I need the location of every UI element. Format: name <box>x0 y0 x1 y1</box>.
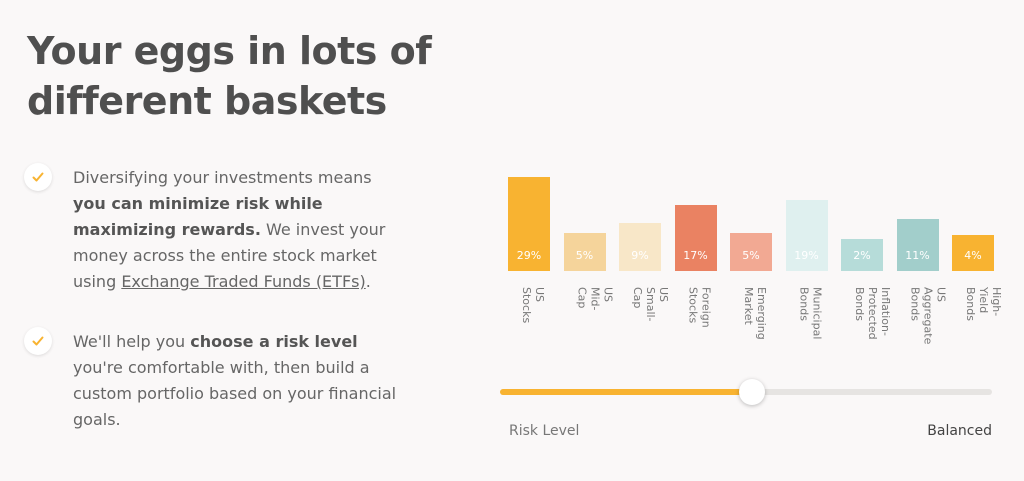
category-label: Foreign Stocks <box>686 287 713 328</box>
check-icon <box>24 163 52 191</box>
category-label: High-Yield Bonds <box>964 287 1003 321</box>
bar <box>563 232 606 271</box>
category-label: US Mid-Cap <box>575 287 615 311</box>
value-label: 29% <box>516 249 542 262</box>
category-label: US Small-Cap <box>631 287 670 322</box>
slider-fill <box>500 389 752 395</box>
text: you're comfortable with, then build a cu… <box>73 358 397 429</box>
value-label: 17% <box>683 249 708 262</box>
text: Diversifying your investments means <box>73 168 372 187</box>
bullet-text: Diversifying your investments means you … <box>73 165 398 295</box>
value-label: 4% <box>964 249 982 262</box>
bar <box>508 177 550 271</box>
bar <box>896 218 939 271</box>
value-label: 5% <box>575 249 594 262</box>
link[interactable]: Exchange Traded Funds (ETFs) <box>121 272 366 291</box>
bar <box>785 200 828 271</box>
category-label: US Aggregate Bonds <box>908 287 948 345</box>
bar <box>674 204 717 271</box>
text: We'll help you <box>73 332 191 351</box>
category-label: US Stocks <box>520 287 546 324</box>
value-label: 2% <box>853 249 871 262</box>
text: We invest your money across the entire s… <box>73 220 386 291</box>
bold-text: choose a risk level <box>190 332 358 351</box>
bold-text: you can minimize risk while maximizing r… <box>73 194 323 239</box>
heading: Your eggs in lots of different baskets <box>27 29 432 123</box>
slider-knob[interactable] <box>739 379 765 405</box>
bar <box>952 234 994 271</box>
check-icon <box>24 327 52 355</box>
slider-value: Balanced <box>927 423 992 439</box>
category-label: Municipal Bonds <box>797 287 824 340</box>
value-label: 19% <box>794 249 819 262</box>
bar <box>841 239 883 271</box>
value-label: 11% <box>905 249 930 262</box>
bar <box>730 232 772 271</box>
value-label: 9% <box>631 249 649 262</box>
text: . <box>365 272 371 291</box>
bar <box>619 223 661 271</box>
category-label: Emerging Market <box>742 287 768 340</box>
value-label: 5% <box>742 249 760 262</box>
bullet-text: We'll help you choose a risk level you'r… <box>73 329 398 433</box>
category-label: Inflation-Protected Bonds <box>853 287 892 340</box>
slider-label: Risk Level <box>509 423 580 439</box>
